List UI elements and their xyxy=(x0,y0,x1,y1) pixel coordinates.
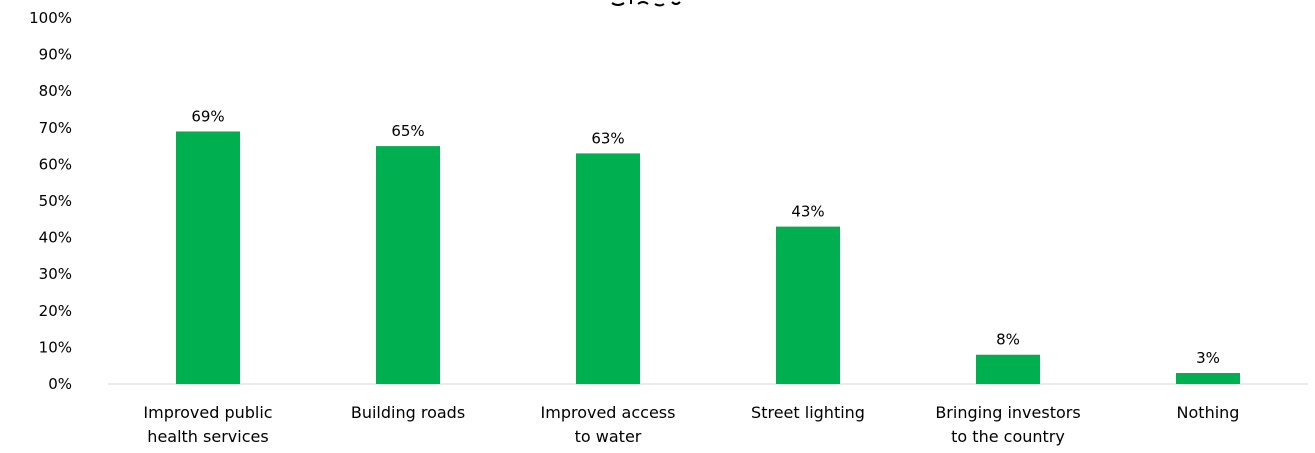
x-category-label: Improved access xyxy=(541,403,676,422)
bar xyxy=(776,226,840,384)
x-category-label: Improved public xyxy=(143,403,272,422)
bar xyxy=(576,153,640,384)
data-labels: 69% 65% 63% 43% 8% 3% xyxy=(191,107,1220,367)
y-tick-label: 100% xyxy=(29,9,72,27)
bar-data-label: 65% xyxy=(391,122,424,140)
y-tick-label: 40% xyxy=(39,229,72,247)
y-tick-label: 90% xyxy=(39,46,72,64)
bar xyxy=(1176,373,1240,384)
y-tick-label: 80% xyxy=(39,82,72,100)
bar xyxy=(176,131,240,384)
y-tick-label: 60% xyxy=(39,155,72,173)
y-tick-label: 30% xyxy=(39,265,72,283)
x-category-label: Building roads xyxy=(351,403,465,422)
y-axis: 0% 10% 20% 30% 40% 50% 60% 70% 80% 90% 100% xyxy=(29,9,72,393)
x-category-label: Nothing xyxy=(1177,403,1240,422)
x-category-label: to the country xyxy=(951,427,1065,446)
bar-data-label: 3% xyxy=(1196,349,1220,367)
y-tick-label: 70% xyxy=(39,119,72,137)
x-category-label: health services xyxy=(147,427,268,446)
bar xyxy=(976,354,1040,384)
y-tick-label: 10% xyxy=(39,338,72,356)
y-tick-label: 0% xyxy=(48,375,72,393)
bar-data-label: 43% xyxy=(791,203,824,221)
x-category-label: Street lighting xyxy=(751,403,865,422)
bar xyxy=(376,146,440,384)
bar-data-label: 69% xyxy=(191,107,224,125)
y-tick-label: 50% xyxy=(39,192,72,210)
y-tick-label: 20% xyxy=(39,302,72,320)
x-category-label: Bringing investors xyxy=(935,403,1080,422)
bar-data-label: 8% xyxy=(996,331,1020,349)
x-axis: Improved public health services Building r… xyxy=(143,403,1239,446)
bars xyxy=(176,131,1240,384)
bar-data-label: 63% xyxy=(591,129,624,147)
x-category-label: to water xyxy=(575,427,642,446)
chart-title-fragment xyxy=(611,0,681,7)
